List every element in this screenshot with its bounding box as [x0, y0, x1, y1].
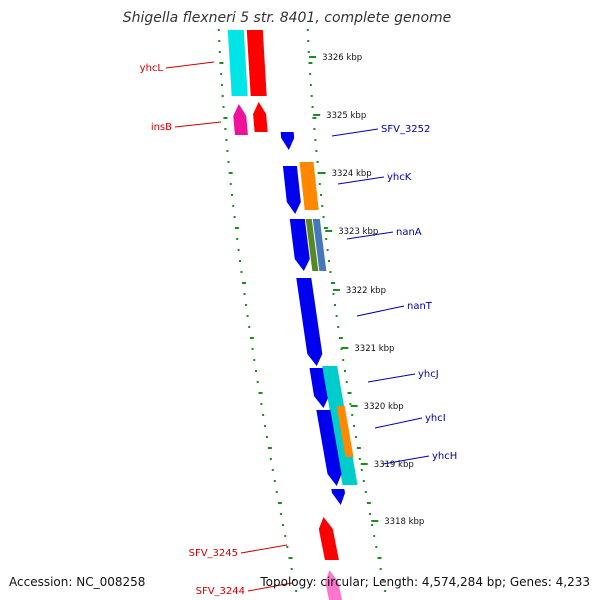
forward-gene-feature[interactable]	[282, 166, 301, 214]
gene-label-sfv_3244[interactable]: SFV_3244	[196, 586, 245, 597]
ruler-tick-label: 3326 kbp	[322, 53, 362, 63]
ruler-tick-label: 3318 kbp	[384, 517, 424, 527]
reverse-gene-feature[interactable]	[246, 30, 267, 96]
forward-gene-feature[interactable]	[316, 410, 342, 486]
forward-gene-feature[interactable]	[296, 278, 323, 366]
gene-label-leader	[247, 582, 293, 592]
ruler-tick-label: 3319 kbp	[374, 460, 414, 470]
accession-text: Accession: NC_008258	[9, 575, 145, 589]
ruler-tick-label: 3324 kbp	[332, 169, 372, 179]
topology-text: Topology: circular; Length: 4,574,284 bp…	[259, 575, 590, 589]
gene-label-insb[interactable]: insB	[151, 122, 172, 133]
gene-label-leader	[337, 176, 385, 185]
gene-label-leader	[165, 61, 215, 69]
forward-gene-feature[interactable]	[336, 406, 354, 457]
gene-labels: yhcL insB SFV_3245 SFV_3244 SFV_3252 yhcK nanA…	[140, 61, 457, 597]
gene-label-leader	[331, 128, 379, 137]
features	[227, 30, 358, 600]
reverse-gene-feature[interactable]	[325, 570, 342, 600]
forward-gene-feature[interactable]	[289, 219, 310, 271]
ruler-tick-label: 3321 kbp	[354, 344, 394, 354]
map-title: Shigella flexneri 5 str. 8401, complete …	[123, 10, 452, 26]
reverse-gene-feature[interactable]	[253, 102, 268, 132]
reverse-gene-feature[interactable]	[233, 104, 248, 135]
gene-label-yhcj[interactable]: yhcJ	[418, 369, 439, 380]
ruler-tick-label: 3322 kbp	[346, 286, 386, 296]
gene-label-nant[interactable]: nanT	[407, 301, 433, 312]
ruler: 3326 kbp 3325 kbp 3324 kbp 3323 kbp 3322 kbp…	[309, 53, 424, 527]
gene-label-leader	[240, 544, 288, 554]
reverse-gene-feature[interactable]	[227, 30, 248, 96]
gene-label-sfv_3245[interactable]: SFV_3245	[189, 548, 238, 559]
gene-label-leader	[174, 121, 222, 128]
gene-label-leader	[374, 417, 423, 429]
forward-gene-feature[interactable]	[299, 162, 319, 210]
gene-label-yhck[interactable]: yhcK	[387, 172, 412, 183]
ruler-tick-label: 3320 kbp	[364, 402, 404, 412]
gene-label-yhcl[interactable]: yhcL	[140, 63, 164, 74]
gene-label-yhch[interactable]: yhcH	[432, 451, 457, 462]
gene-label-leader	[367, 373, 416, 383]
gene-label-leader	[346, 231, 394, 240]
forward-gene-feature[interactable]	[309, 368, 330, 408]
gene-label-sfv_3252[interactable]: SFV_3252	[381, 124, 430, 135]
forward-gene-feature[interactable]	[312, 219, 327, 271]
gene-label-yhci[interactable]: yhcI	[425, 413, 446, 424]
forward-gene-feature[interactable]	[331, 489, 346, 505]
gene-label-leader	[356, 305, 405, 317]
ruler-tick-label: 3325 kbp	[326, 111, 366, 121]
ruler-tick-label: 3323 kbp	[338, 227, 378, 237]
gene-label-nana[interactable]: nanA	[396, 227, 422, 238]
forward-gene-feature[interactable]	[280, 132, 295, 150]
dotted-guides	[217, 29, 387, 592]
forward-gene-feature[interactable]	[305, 219, 319, 271]
reverse-gene-feature[interactable]	[318, 517, 339, 560]
gene-label-leader	[382, 455, 430, 465]
